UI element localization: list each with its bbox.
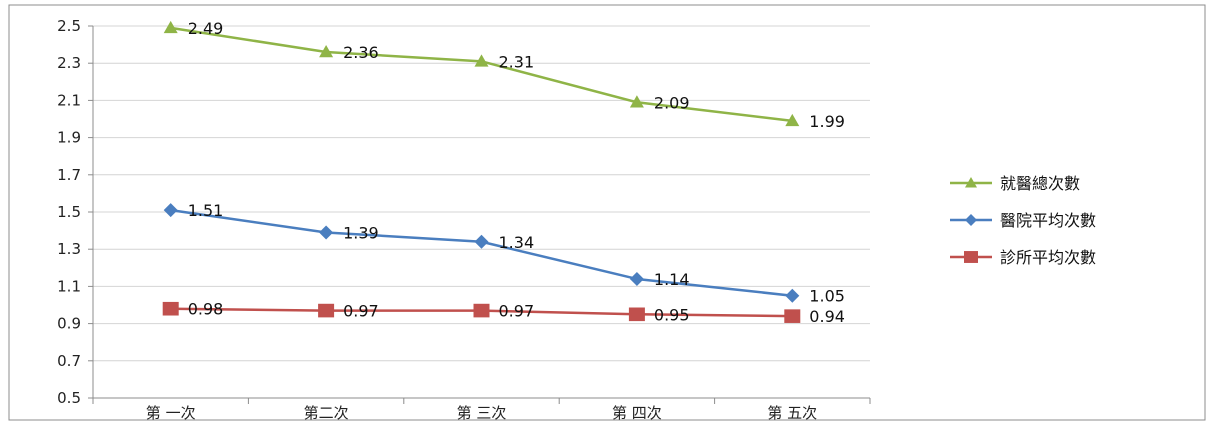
series-2: 1.51 1.39 1.34 1.14 1.05 [163, 201, 845, 306]
series-line [170, 208, 793, 297]
data-label: 2.49 [188, 19, 224, 38]
y-tick-label: 1.1 [57, 277, 81, 295]
legend-label: 醫院平均次數 [1000, 211, 1096, 230]
y-tick-label: 1.9 [57, 129, 81, 147]
data-label: 2.09 [654, 93, 690, 112]
y-tick-label: 0.9 [57, 315, 81, 333]
data-label: 1.14 [654, 270, 690, 289]
data-label: 2.31 [499, 52, 535, 71]
data-label: 0.98 [188, 300, 224, 319]
diamond-marker [785, 288, 800, 303]
data-label: 1.05 [809, 287, 845, 306]
diamond-marker [474, 234, 489, 249]
triangle-marker [785, 113, 800, 127]
data-label: 1.39 [343, 223, 379, 242]
square-marker [964, 251, 978, 263]
diamond-marker [163, 203, 178, 218]
axes [88, 25, 871, 404]
data-label: 1.99 [809, 112, 845, 131]
legend-label: 就醫總次數 [1000, 174, 1080, 193]
legend-label: 診所平均次數 [1000, 248, 1096, 267]
triangle-marker [319, 45, 334, 58]
data-label: 0.97 [499, 302, 535, 321]
triangle-marker [474, 54, 489, 67]
y-axis-tick-labels: 0.5 0.7 0.9 1.1 1.3 1.5 1.7 1.9 2.1 2.3 2.5 [57, 17, 81, 407]
diamond-marker [319, 225, 334, 240]
triangle-marker [965, 177, 977, 188]
y-tick-label: 1.7 [57, 166, 81, 184]
data-label: 0.94 [809, 307, 845, 326]
x-tick-label: 第二次 [304, 404, 349, 422]
x-tick-label: 第 四次 [612, 404, 662, 422]
diamond-marker [629, 271, 644, 286]
diamond-marker [965, 214, 977, 226]
x-axis-tick-labels: 第 一次 第二次 第 三次 第 四次 第 五次 [146, 404, 817, 422]
square-marker [784, 309, 801, 323]
y-tick-label: 1.3 [57, 240, 81, 258]
y-tick-label: 2.1 [57, 91, 81, 109]
square-marker [162, 301, 179, 316]
legend-item-2: 醫院平均次數 [950, 211, 1096, 230]
square-marker [628, 307, 645, 322]
y-tick-label: 0.5 [57, 389, 81, 407]
triangle-marker [163, 20, 178, 34]
y-tick-label: 2.3 [57, 54, 81, 72]
series-1: 2.49 2.36 2.31 2.09 1.99 [163, 19, 845, 131]
data-label: 1.34 [499, 233, 535, 252]
legend-item-3: 診所平均次數 [950, 248, 1096, 267]
series-3: 0.98 0.97 0.97 0.95 0.94 [162, 300, 845, 326]
data-label: 0.97 [343, 302, 379, 321]
data-label: 0.95 [654, 305, 690, 324]
series-layer: 2.49 2.36 2.31 2.09 1.99 1.51 1.39 1.34 1.14 1.05… [162, 19, 845, 326]
square-marker [318, 303, 335, 318]
x-tick-label: 第 三次 [457, 404, 507, 422]
legend-item-1: 就醫總次數 [950, 174, 1080, 193]
y-tick-label: 1.5 [57, 203, 81, 221]
square-marker [473, 303, 490, 318]
data-label: 1.51 [188, 201, 224, 220]
triangle-marker [629, 95, 644, 108]
x-tick-label: 第 一次 [146, 404, 196, 422]
series-line [170, 26, 793, 123]
chart-border [8, 4, 1206, 421]
x-tick-label: 第 五次 [767, 404, 817, 422]
y-tick-label: 0.7 [57, 352, 81, 370]
data-label: 2.36 [343, 43, 379, 62]
y-tick-label: 2.5 [57, 17, 81, 35]
